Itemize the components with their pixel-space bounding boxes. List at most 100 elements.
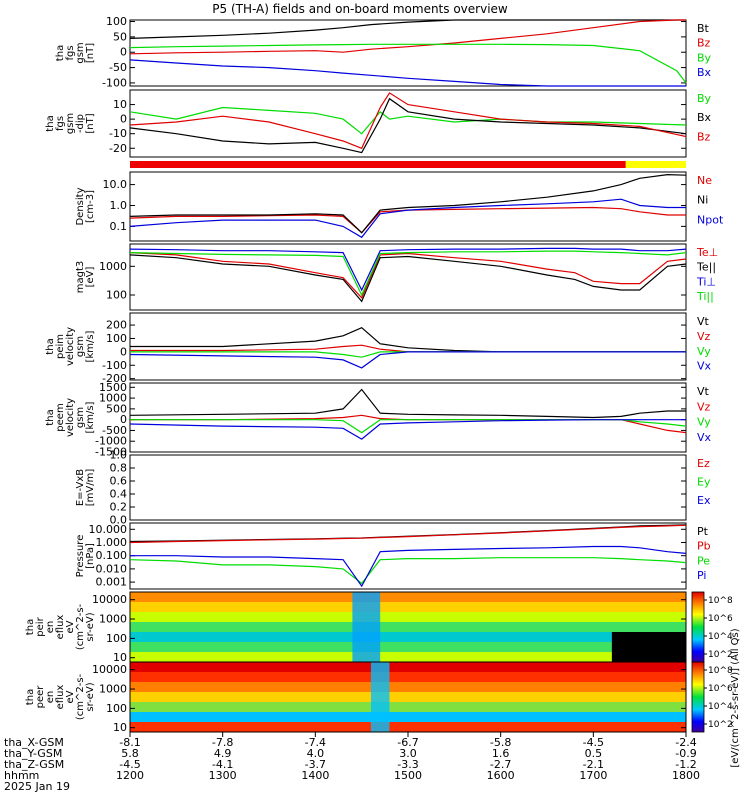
ytick-label: -200: [102, 372, 127, 385]
legend-Ex: Ex: [697, 494, 711, 507]
spectrogram-band: [130, 592, 686, 603]
series-line-Bx: [129, 97, 687, 154]
legend-Vt: Vt: [697, 315, 710, 328]
series-line-Vt: [129, 388, 686, 419]
panel-frame: [129, 522, 687, 590]
legend-Ez: Ez: [697, 457, 710, 470]
ylabel-line: tha: [45, 409, 56, 425]
ylabel-line: eV: [65, 690, 76, 703]
xaxis-value: -7.8: [212, 736, 233, 749]
ylabel-line: [eV]: [85, 267, 96, 288]
panel-fgs-gse: 10 0-10 -20 tha fgs gsm -dip [nT] By Bx Bz: [45, 89, 712, 158]
spectrogram-band: [130, 682, 686, 693]
xaxis-value: 0.5: [585, 747, 603, 760]
spectrogram-band: [130, 722, 686, 733]
ylabel-line: [km/s]: [85, 330, 96, 362]
ytick-label: 0: [120, 345, 127, 358]
series-line-Ni: [129, 173, 687, 234]
xaxis-value: 3.0: [399, 747, 417, 760]
date-label: 2025 Jan 19: [4, 780, 70, 793]
ytick-label: 100: [106, 332, 127, 345]
ytick-label: 100: [106, 702, 127, 715]
series-line-Pt: [129, 524, 687, 543]
ytick-label: 0: [120, 113, 127, 126]
legend-Pt: Pt: [697, 525, 709, 538]
legend-Te⊥: Te⊥: [696, 246, 718, 259]
spectrogram-band: [130, 602, 686, 613]
colorbar-label: [eV/(cm^2-s-sr-eV)] (All Qs): [730, 628, 741, 767]
spectrogram-band: [130, 662, 686, 673]
ylabel-line: tha: [55, 45, 66, 61]
legend-Vx: Vx: [697, 360, 712, 373]
ylabel: tha fgs gsm -dip [nT]: [45, 113, 96, 134]
legend-By: By: [697, 92, 712, 105]
ylabel-line: gsm: [65, 113, 76, 134]
ylabel-line: peem: [55, 403, 66, 431]
colorbar-tick-label: 10^2: [708, 650, 733, 660]
quality-bar-yellow: [625, 161, 686, 168]
ylabel-line: velocity: [65, 398, 76, 437]
spectrogram-band: [130, 632, 686, 643]
ytick-label: -1500: [95, 446, 127, 459]
xaxis-value: -0.9: [675, 747, 696, 760]
xaxis-value: 4.9: [214, 747, 232, 760]
ylabel-line: fgs: [65, 45, 76, 60]
panel-frame: [129, 382, 687, 453]
legend-Te||: Te||: [696, 261, 716, 274]
panel-ion-spectrogram: 10000 1000 100 10 tha peir en eflux eV (cm^2-s-sr…: [25, 591, 687, 664]
ylabel-line: (cm^2-s-: [75, 603, 86, 650]
legend-Bt: Bt: [697, 22, 710, 35]
ytick-label: 0: [120, 46, 127, 59]
ytick-label: 0.1: [110, 220, 128, 233]
ytick-label: 0.4: [110, 488, 128, 501]
ytick-label: 100: [106, 289, 127, 302]
legend-Bx: Bx: [697, 66, 712, 79]
series-line-Vx: [129, 419, 686, 440]
series-line-Bt: [129, 19, 686, 39]
spectrogram-band: [130, 702, 686, 713]
series-line-Vy: [130, 351, 686, 358]
legend-Ti||: Ti||: [696, 290, 714, 303]
legend-Vt: Vt: [697, 385, 710, 398]
ytick-label: 0.6: [110, 475, 128, 488]
ylabel-line: peim: [55, 334, 66, 359]
ytick-label: 0.100: [96, 549, 128, 562]
xaxis-value: -4.1: [212, 758, 233, 771]
series-line-Vx: [129, 351, 686, 369]
ylabel: Pressure [nPa]: [75, 535, 96, 578]
ylabel-line: tha: [45, 338, 56, 354]
series-line-Vy: [130, 419, 687, 434]
panel-frame: [129, 171, 687, 242]
ylabel-line: [cm-3]: [85, 190, 96, 223]
series-line-Ti⊥: [129, 247, 687, 292]
xaxis-value: -6.7: [397, 736, 418, 749]
legend-Bz: Bz: [697, 130, 711, 143]
ytick-label: 50: [113, 30, 127, 43]
ytick-label: 1000: [99, 683, 127, 696]
ylabel: E=-VxB [mV/m]: [75, 469, 96, 507]
legend-Ey: Ey: [697, 476, 711, 489]
ytick-label: 10.0: [103, 178, 128, 191]
series-line-Te||: [129, 254, 687, 303]
xaxis-value: -5.8: [490, 736, 511, 749]
spectrogram-band: [130, 652, 686, 663]
ylabel-line: en: [45, 691, 56, 704]
ylabel: tha peer en eflux eV (cm^2-s-sr-eV): [25, 673, 96, 720]
legend-Ti⊥: Ti⊥: [696, 275, 716, 288]
ylabel-line: gsm: [75, 336, 86, 357]
ylabel-line: [nPa]: [85, 543, 96, 569]
xaxis-value: -3.3: [397, 758, 418, 771]
ytick-label: 1500: [99, 381, 127, 394]
xaxis-value: -4.5: [583, 736, 604, 749]
series-line-Vz: [130, 414, 687, 434]
ytick-label: 10.000: [89, 523, 128, 536]
xaxis-value: 1200: [116, 769, 144, 782]
series-line-Pe: [129, 557, 687, 585]
spectrogram-band: [130, 692, 686, 703]
ytick-label: 0.0: [110, 514, 128, 527]
ylabel-line: velocity: [65, 327, 76, 366]
series-line-Vt: [130, 326, 686, 353]
xaxis-value: -1.2: [675, 758, 696, 771]
